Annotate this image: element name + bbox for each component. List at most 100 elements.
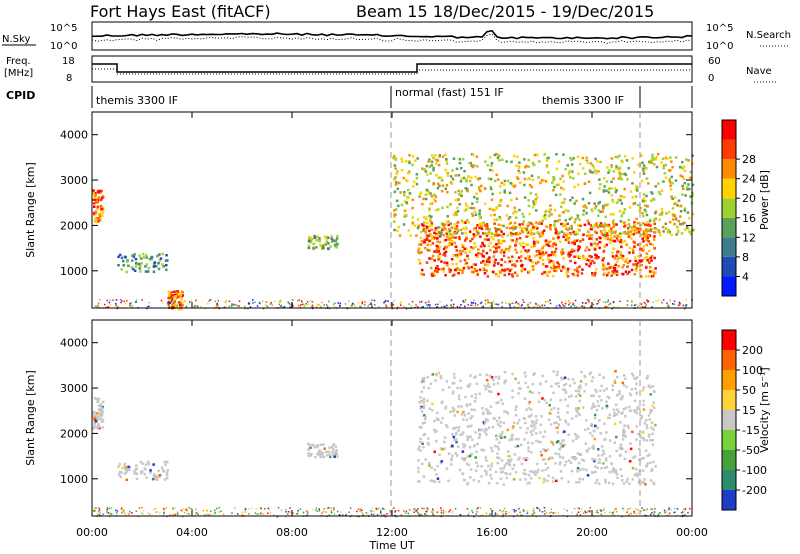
heatmap-cell (632, 263, 635, 266)
heatmap-cell (576, 274, 579, 277)
heatmap-cell (563, 305, 565, 307)
heatmap-cell (529, 477, 533, 480)
heatmap-cell (385, 305, 388, 308)
heatmap-cell (603, 422, 606, 425)
heatmap-cell (532, 424, 536, 427)
heatmap-cell (621, 438, 625, 441)
heatmap-cell (422, 406, 426, 409)
heatmap-cell (264, 304, 267, 306)
heatmap-cell (640, 510, 642, 512)
heatmap-cell (535, 221, 538, 224)
heatmap-cell (458, 236, 461, 239)
heatmap-cell (171, 304, 173, 306)
heatmap-cell (424, 170, 428, 173)
heatmap-cell (175, 293, 178, 296)
heatmap-cell (637, 512, 639, 514)
heatmap-cell (490, 187, 493, 191)
heatmap-cell (585, 157, 589, 161)
heatmap-cell (502, 510, 505, 512)
heatmap-cell (333, 243, 337, 247)
heatmap-cell (637, 432, 640, 436)
heatmap-cell (642, 399, 645, 403)
heatmap-cell (490, 464, 493, 468)
heatmap-cell (393, 164, 397, 167)
heatmap-cell (179, 301, 182, 304)
heatmap-cell (489, 241, 492, 245)
heatmap-cell (539, 305, 541, 308)
heatmap-cell (670, 195, 673, 198)
heatmap-cell (436, 411, 439, 415)
heatmap-cell (489, 185, 492, 189)
heatmap-cell (515, 509, 517, 512)
heatmap-cell (316, 235, 319, 238)
heatmap-cell (428, 407, 431, 410)
heatmap-cell (516, 513, 519, 516)
heatmap-cell (465, 180, 468, 183)
heatmap-cell (667, 228, 670, 232)
heatmap-cell (500, 398, 503, 402)
heatmap-cell (618, 392, 621, 396)
heatmap-cell (519, 511, 521, 514)
heatmap-cell (426, 173, 429, 176)
heatmap-cell (420, 223, 424, 226)
heatmap-cell (583, 223, 587, 227)
heatmap-cell (527, 449, 530, 453)
heatmap-cell (653, 247, 656, 250)
heatmap-cell (618, 173, 622, 176)
heatmap-cell (617, 306, 620, 308)
heatmap-cell (502, 514, 505, 516)
heatmap-cell (357, 508, 359, 511)
heatmap-cell (530, 185, 534, 189)
heatmap-cell (432, 271, 436, 274)
heatmap-cell (170, 298, 174, 301)
heatmap-cell (552, 443, 555, 446)
heatmap-cell (423, 418, 427, 421)
heatmap-cell (597, 202, 600, 205)
heatmap-cell (538, 256, 542, 259)
heatmap-cell (481, 407, 484, 410)
heatmap-cell (102, 513, 104, 515)
heatmap-cell (181, 291, 184, 294)
heatmap-cell (569, 253, 572, 257)
heatmap-cell (616, 167, 619, 170)
heatmap-cell (685, 305, 687, 307)
heatmap-cell (500, 263, 503, 267)
heatmap-cell (540, 222, 543, 225)
heatmap-cell (650, 191, 653, 194)
heatmap-cell (470, 176, 473, 179)
heatmap-cell (109, 512, 111, 514)
heatmap-cell (307, 239, 311, 243)
heatmap-cell (593, 274, 596, 277)
heatmap-cell (123, 472, 127, 475)
heatmap-cell (448, 511, 450, 513)
heatmap-cell (98, 412, 102, 415)
heatmap-cell (689, 232, 693, 236)
heatmap-cell (560, 477, 564, 480)
heatmap-cell (570, 216, 573, 219)
heatmap-cell (493, 261, 497, 264)
heatmap-cell (611, 512, 614, 514)
heatmap-cell (612, 177, 615, 180)
heatmap-cell (613, 441, 616, 444)
heatmap-cell (526, 510, 529, 512)
heatmap-cell (642, 230, 646, 233)
heatmap-cell (430, 266, 433, 270)
heatmap-cell (144, 254, 148, 257)
heatmap-cell (541, 232, 545, 235)
heatmap-cell (640, 247, 643, 251)
heatmap-cell (497, 228, 500, 231)
heatmap-cell (588, 191, 592, 195)
heatmap-cell (402, 176, 405, 180)
colorbar-label: 20 (742, 192, 756, 205)
heatmap-cell (664, 176, 668, 179)
heatmap-cell (522, 241, 525, 245)
heatmap-cell (616, 155, 619, 159)
heatmap-cell (244, 507, 247, 509)
heatmap-cell (473, 210, 477, 213)
heatmap-cell (467, 303, 469, 306)
heatmap-cell (482, 244, 486, 247)
heatmap-cell (589, 255, 592, 258)
heatmap-cell (614, 230, 617, 233)
heatmap-cell (393, 190, 397, 194)
heatmap-cell (360, 306, 362, 308)
